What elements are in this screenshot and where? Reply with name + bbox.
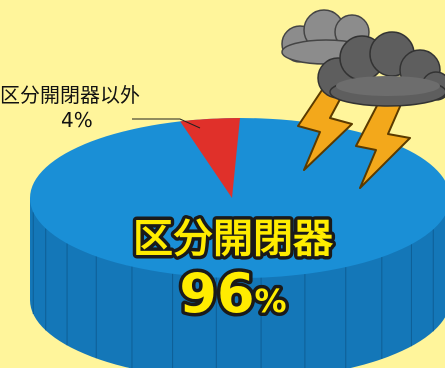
main-slice-unit: % [255, 282, 287, 320]
small-slice-value: 4% [61, 108, 93, 132]
storm-cloud-icon [281, 9, 445, 107]
main-slice-value-group: 96% [179, 262, 286, 325]
main-slice-value: 96 [179, 262, 254, 325]
small-slice-label: 区分開閉器以外 [0, 83, 140, 107]
main-slice-label: 区分開閉器 [133, 216, 334, 262]
leader-line [132, 118, 201, 129]
pie-slice-main [30, 118, 445, 278]
pie-slice-small [180, 118, 240, 198]
pie-side-lines [32, 212, 434, 368]
